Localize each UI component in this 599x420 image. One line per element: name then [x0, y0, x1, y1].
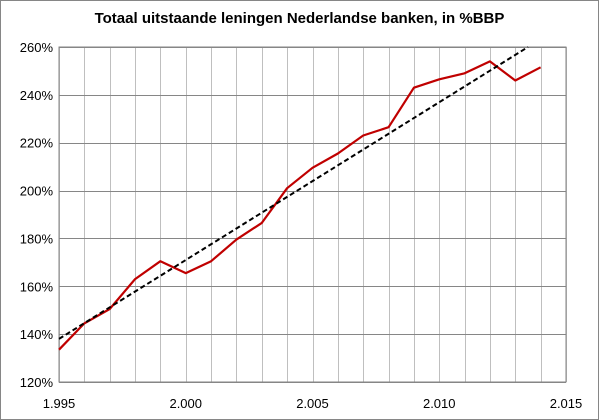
x-tick-label: 2.000: [169, 396, 202, 411]
x-tick-label: 1.995: [43, 396, 76, 411]
y-tick-label: 220%: [20, 136, 54, 151]
trendline-series: [58, 46, 529, 340]
x-axis-tick-labels: 1.995 2.000 2.005 2.010 2.015: [43, 396, 583, 411]
x-tick-label: 2.015: [550, 396, 583, 411]
y-tick-label: 260%: [20, 40, 54, 55]
y-tick-label: 120%: [20, 375, 54, 390]
plot-area-border: [58, 46, 567, 383]
loans-series-line: [58, 60, 542, 351]
x-tick-label: 2.005: [296, 396, 329, 411]
y-tick-label: 160%: [20, 279, 54, 294]
vertical-gridlines: [59, 47, 567, 382]
x-tick-label: 2.010: [423, 396, 456, 411]
data-series: [58, 46, 542, 351]
y-axis-tick-labels: 120% 140% 160% 180% 200% 220% 240% 260%: [20, 40, 54, 390]
chart-title: Totaal uitstaande leningen Nederlandse b…: [94, 10, 505, 27]
y-tick-label: 200%: [20, 184, 54, 199]
y-tick-label: 140%: [20, 327, 54, 342]
y-tick-label: 180%: [20, 231, 54, 246]
y-tick-label: 240%: [20, 88, 54, 103]
